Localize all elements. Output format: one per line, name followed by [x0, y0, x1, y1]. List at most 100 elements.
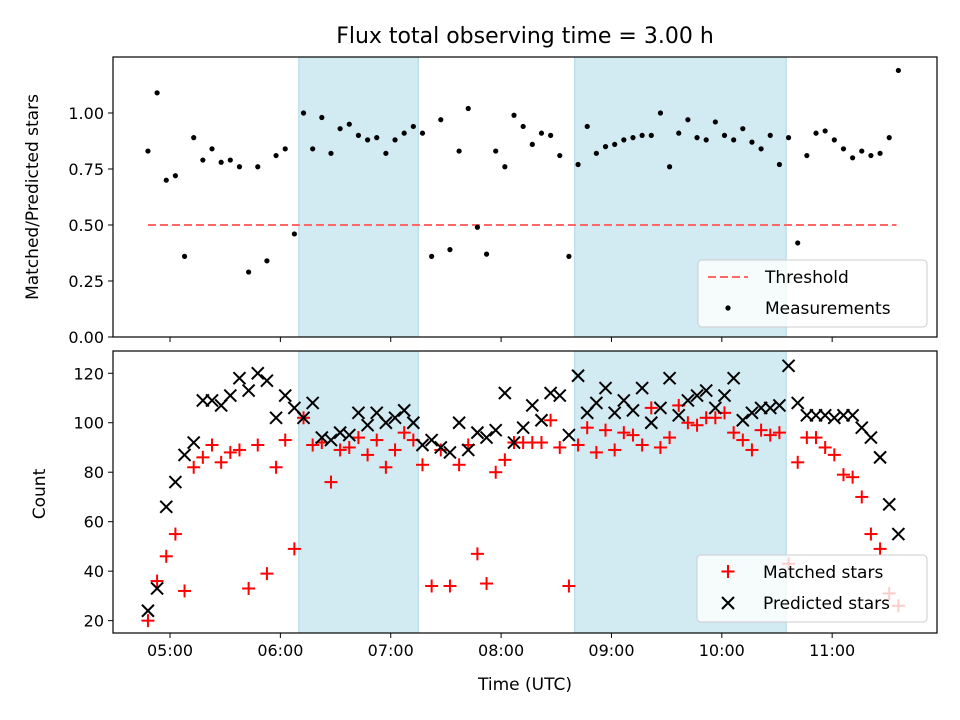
- y-tick-label: 40: [84, 562, 104, 581]
- measurement-point: [520, 123, 526, 130]
- measurement-point: [355, 132, 362, 138]
- measurement-point: [438, 117, 444, 123]
- matched-star-point: [864, 527, 878, 541]
- legend-threshold-label: Threshold: [764, 268, 849, 288]
- matched-star-point: [626, 428, 640, 442]
- predicted-star-point: [607, 406, 622, 420]
- predicted-star-point: [278, 388, 292, 403]
- matched-star-point: [443, 579, 457, 593]
- measurement-point: [813, 130, 819, 136]
- matched-star-point: [763, 428, 777, 442]
- matched-star-point: [736, 433, 750, 447]
- matched-star-point: [727, 426, 741, 440]
- measurement-point: [731, 137, 737, 143]
- measurement-point: [584, 123, 590, 130]
- measurement-point: [785, 135, 792, 141]
- matched-star-point: [754, 423, 768, 437]
- measurement-point: [483, 251, 490, 257]
- measurement-point: [246, 269, 252, 275]
- measurement-point: [557, 152, 563, 159]
- top-legend: Threshold Measurements: [697, 259, 928, 328]
- matched-star-point: [589, 445, 603, 459]
- matched-star-point: [287, 542, 301, 556]
- predicted-star-point: [873, 450, 887, 465]
- measurement-point: [511, 112, 517, 118]
- measurement-point: [392, 137, 398, 143]
- predicted-star-point: [864, 430, 878, 445]
- measurement-point: [456, 148, 462, 154]
- predicted-star-point: [589, 396, 604, 410]
- measurement-point: [200, 157, 206, 163]
- predicted-star-point: [461, 443, 475, 457]
- predicted-star-point: [498, 386, 512, 400]
- measurement-point: [474, 224, 481, 230]
- measurement-point: [529, 141, 535, 147]
- matched-star-point: [791, 455, 805, 469]
- predicted-star-point: [205, 393, 219, 408]
- measurement-point: [209, 146, 215, 152]
- predicted-star-point: [305, 396, 320, 410]
- measurement-point: [639, 132, 645, 138]
- matched-star-point: [351, 431, 365, 445]
- measurement-point: [721, 132, 728, 138]
- predicted-star-point: [635, 381, 649, 395]
- measurement-point: [612, 141, 618, 147]
- matched-star-point: [388, 443, 402, 457]
- bottom-legend: Matched stars Predicted stars: [696, 554, 928, 623]
- top-legend-box: [697, 259, 928, 328]
- matched-star-point: [809, 431, 823, 445]
- matched-star-point: [361, 448, 375, 462]
- matched-star-point: [150, 574, 164, 588]
- predicted-star-point: [681, 393, 695, 408]
- x-tick-label: 08:00: [478, 641, 524, 660]
- y-tick-label: 0.50: [68, 216, 104, 235]
- predicted-star-point: [507, 435, 521, 450]
- matched-star-point: [562, 579, 576, 593]
- measurement-point: [676, 130, 682, 136]
- measurement-point: [776, 161, 783, 168]
- matched-star-point: [580, 421, 594, 435]
- measurement-point: [346, 121, 352, 127]
- measurement-point: [666, 164, 673, 170]
- observing-window: [298, 56, 419, 338]
- measurement-point: [694, 135, 700, 141]
- x-tick-label: 09:00: [588, 641, 634, 660]
- measurement-point: [703, 137, 709, 143]
- measurement-point: [255, 164, 261, 170]
- measurement-point: [831, 137, 837, 143]
- measurement-point: [593, 150, 599, 156]
- y-tick-label: 0.00: [68, 328, 104, 347]
- matched-star-point: [846, 470, 860, 484]
- measurement-point: [630, 135, 636, 141]
- predicted-star-point: [186, 435, 201, 450]
- matched-star-point: [232, 443, 246, 457]
- matched-star-point: [168, 527, 182, 541]
- predicted-star-point: [479, 430, 494, 445]
- y-tick-label: 120: [73, 364, 104, 383]
- predicted-star-point: [672, 408, 686, 423]
- matched-star-point: [708, 411, 722, 425]
- matched-star-point: [159, 549, 173, 563]
- matched-star-point: [434, 443, 448, 457]
- predicted-star-point: [324, 433, 338, 447]
- legend-matched-swatch: [721, 565, 735, 578]
- predicted-star-point: [653, 401, 668, 415]
- predicted-star-point: [553, 388, 567, 403]
- matched-star-point: [608, 443, 622, 457]
- matched-star-point: [534, 436, 548, 450]
- measurement-point: [282, 146, 288, 152]
- measurement-point: [795, 240, 801, 246]
- chart-title: Flux total observing time = 3.00 h: [336, 24, 714, 49]
- measurement-point: [602, 144, 609, 150]
- measurement-point: [236, 164, 243, 170]
- legend-measurements-swatch: [725, 305, 731, 311]
- observing-window: [298, 350, 419, 634]
- measurement-point: [868, 152, 874, 159]
- predicted-star-point: [241, 383, 256, 398]
- matched-star-point: [553, 440, 567, 454]
- matched-star-point: [873, 542, 887, 556]
- x-tick-label: 07:00: [368, 641, 414, 660]
- y-tick-label: 1.00: [68, 104, 104, 123]
- measurement-point: [749, 139, 755, 145]
- predicted-star-point: [845, 408, 860, 423]
